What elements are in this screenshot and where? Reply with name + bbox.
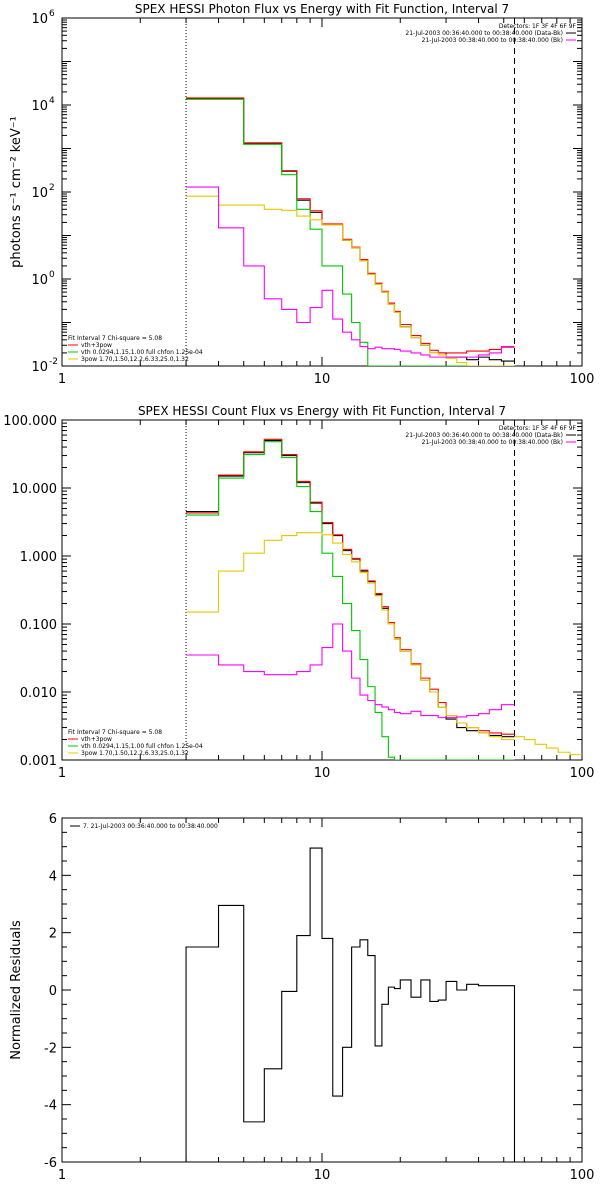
fit-legend-entry: vth 0.0294,1.15,1.00 full chfon 1.25e-04: [81, 743, 203, 750]
chart-title: SPEX HESSI Count Flux vs Energy with Fit…: [138, 404, 506, 418]
x-tick-label: 1: [58, 372, 66, 387]
chart-panel-1: SPEX HESSI Photon Flux vs Energy with Fi…: [9, 2, 594, 387]
y-tick-label: -2: [44, 1041, 57, 1056]
data-series-5: [186, 186, 515, 358]
y-tick-label: 10: [31, 186, 48, 201]
data-series-3: [186, 441, 515, 760]
y-tick-label: -4: [44, 1099, 57, 1114]
fit-legend-entry: vth+3pow: [81, 342, 112, 349]
y-tick-exponent: 2: [49, 183, 55, 193]
data-series-1: [186, 98, 515, 362]
data-series-2: [186, 97, 515, 354]
y-tick-label: 2: [49, 927, 57, 942]
data-series-1: [186, 439, 515, 738]
x-tick-label: 10: [314, 1168, 331, 1183]
y-tick-label: 0.001: [20, 754, 57, 769]
fit-legend-entry: vth+3pow: [81, 736, 112, 743]
legend-entry: 21-Jul-2003 00:36:40.000 to 00:38:40.000…: [405, 432, 563, 439]
x-tick-label: 100: [570, 372, 595, 387]
data-series-4: [186, 195, 515, 366]
x-tick-label: 10: [314, 766, 331, 781]
y-tick-label: 10.000: [12, 482, 58, 497]
y-tick-label: 4: [49, 869, 57, 884]
chart-panel-3: 1 10 100 -6 -4 -2 0 2 4 6 Normalized Residuals 7. 2…: [9, 812, 594, 1183]
legend-entry: 7. 21-Jul-2003 00:36:40.000 to 00:38:40.…: [83, 823, 218, 830]
y-tick-label: 6: [49, 812, 57, 827]
data-layer: [185, 847, 516, 1162]
legend-entry: 21-Jul-2003 00:36:40.000 to 00:38:40.000…: [405, 30, 563, 37]
data-series-1: [185, 847, 516, 1162]
y-axis-label: Normalized Residuals: [9, 920, 24, 1060]
y-tick-exponent: -2: [49, 357, 58, 367]
y-tick-label: 10: [31, 12, 48, 27]
fit-legend-header: Fit Interval 7 Chi-square = 5.08: [68, 335, 162, 342]
legend-header: Detectors: 1F 3F 4F 6F 9F: [499, 425, 577, 432]
data-series-tail: [514, 736, 582, 756]
legend-entry: 21-Jul-2003 00:38:40.000 to 00:38:40.000…: [422, 37, 563, 44]
data-series-5: [186, 623, 515, 719]
y-tick-label: 10: [31, 273, 48, 288]
y-tick-label: 100.000: [3, 414, 57, 429]
data-layer: [186, 438, 582, 760]
y-axis-label: photons s⁻¹ cm⁻² keV⁻¹: [9, 116, 24, 268]
data-series-2: [186, 438, 515, 735]
y-tick-label: 10: [31, 99, 48, 114]
y-tick-label: 0: [49, 984, 57, 999]
data-layer: [186, 97, 515, 366]
legend-entry: 21-Jul-2003 00:38:40.000 to 00:38:40.000…: [422, 439, 563, 446]
fit-legend-entry: vth 0.0294,1.15,1.00 full chfon 1.25e-04: [81, 349, 203, 356]
fit-legend-header: Fit Interval 7 Chi-square = 5.08: [68, 729, 162, 736]
plot-frame: [61, 17, 583, 367]
y-tick-exponent: 6: [49, 9, 55, 19]
x-tick-label: 10: [314, 372, 331, 387]
fit-legend-entry: 3pow 1.70,1.50,12.2,6.33,25.0,1.32: [81, 356, 189, 363]
y-tick-exponent: 0: [49, 270, 55, 280]
plot-frame: [61, 419, 583, 761]
y-tick-label: 0.100: [20, 618, 57, 633]
x-tick-label: 1: [58, 766, 66, 781]
y-tick-exponent: 4: [49, 96, 55, 106]
x-tick-label: 100: [570, 1168, 595, 1183]
data-series-3: [186, 98, 515, 366]
y-tick-label: 10: [31, 360, 48, 375]
chart-title: SPEX HESSI Photon Flux vs Energy with Fi…: [135, 2, 509, 16]
x-tick-label: 100: [570, 766, 595, 781]
data-series-4: [186, 532, 515, 741]
y-tick-label: 0.010: [20, 686, 57, 701]
x-tick-label: 1: [58, 1168, 66, 1183]
y-tick-label: -6: [44, 1156, 57, 1171]
y-tick-label: 1.000: [20, 550, 57, 565]
fit-legend-entry: 3pow 1.70,1.50,12.2,6.33,25.0,1.32: [81, 750, 189, 757]
chart-panel-2: SPEX HESSI Count Flux vs Energy with Fit…: [3, 404, 594, 781]
legend-header: Detectors: 1F 3F 4F 6F 9F: [499, 23, 577, 30]
